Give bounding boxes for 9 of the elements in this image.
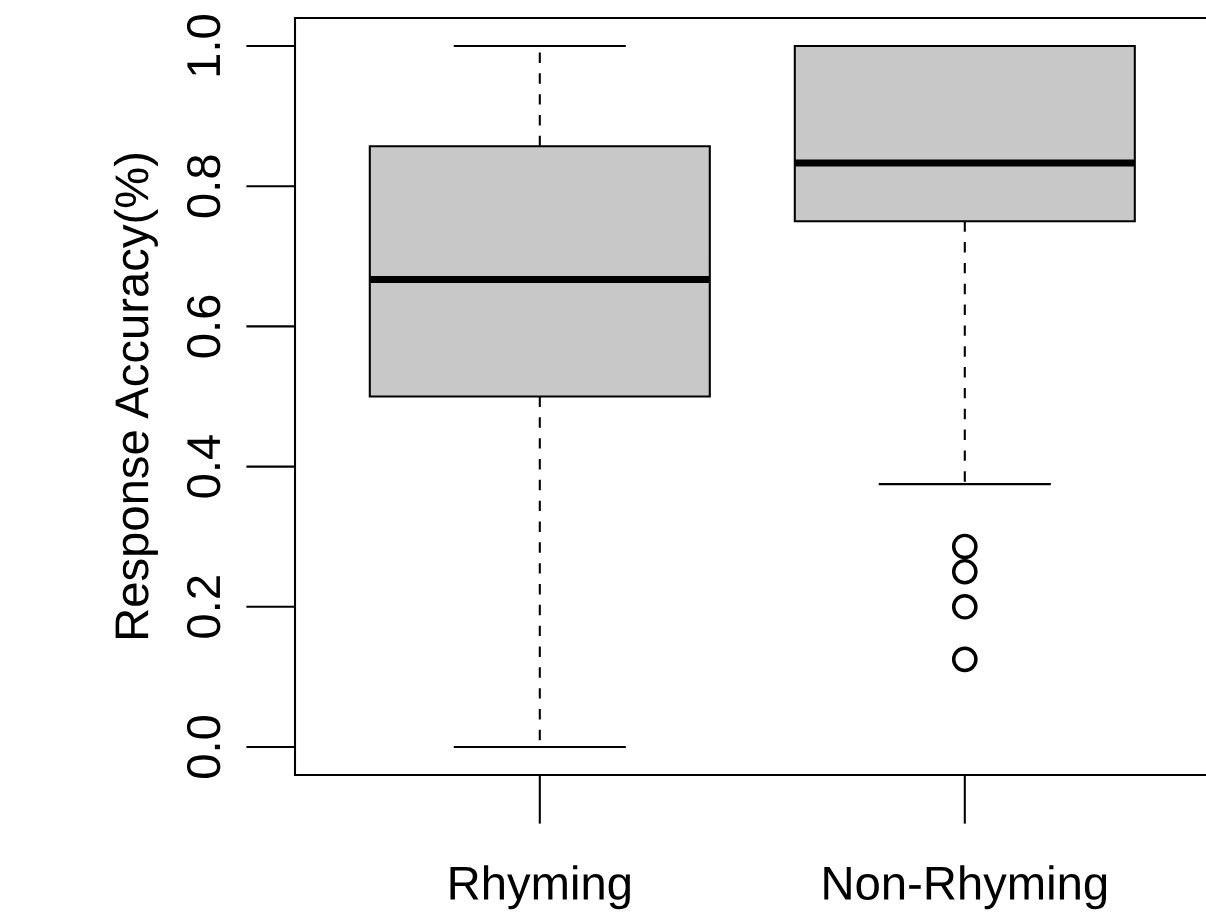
y-tick-label: 1.0 — [186, 15, 221, 76]
y-tick-label: 0.8 — [186, 155, 221, 218]
y-tick-label: 0.4 — [186, 435, 221, 498]
x-tick-label: Non-Rhyming — [824, 865, 1107, 910]
x-tick-label: Rhyming — [450, 865, 630, 910]
y-tick-label: 0.2 — [186, 576, 221, 638]
y-tick-label: 0.6 — [186, 295, 221, 358]
y-tick-label: 0.0 — [186, 715, 221, 778]
y-axis-title: Response Accuracy(%) — [113, 154, 158, 639]
